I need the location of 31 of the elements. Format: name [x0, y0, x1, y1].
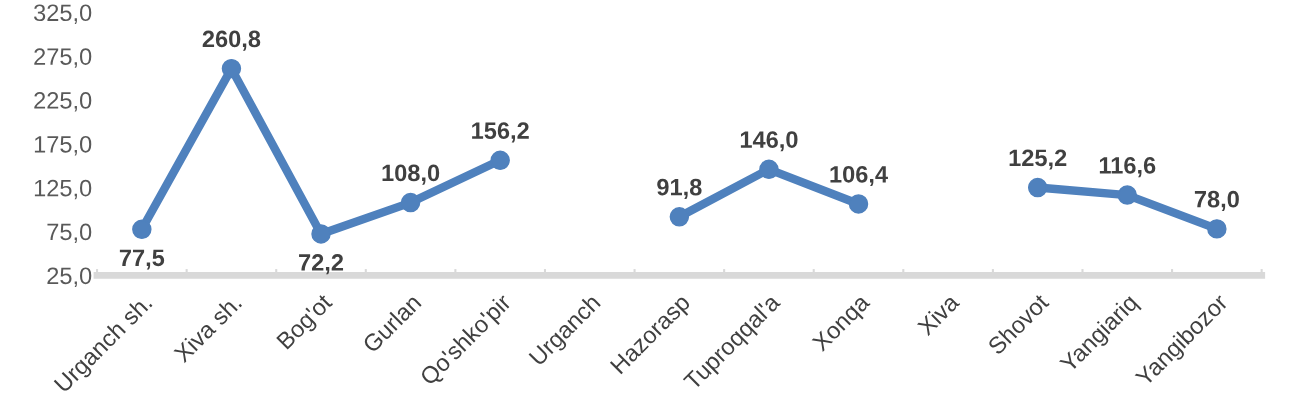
point — [848, 194, 869, 214]
x-tick-label: Xiva — [916, 292, 961, 337]
data-label: 78,0 — [1194, 190, 1239, 211]
x-tick-label: Xiva sh. — [172, 293, 243, 364]
data-label: 72,2 — [299, 254, 344, 275]
y-tick-label: 325,0 — [34, 4, 92, 24]
y-tick-label: 125,0 — [34, 179, 92, 200]
data-label: 77,5 — [119, 249, 165, 270]
data-label: 156,2 — [472, 122, 529, 143]
point — [490, 150, 510, 171]
data-label: 108,0 — [382, 164, 440, 185]
data-label: 146,0 — [740, 131, 798, 152]
data-label: 260,8 — [202, 30, 261, 51]
point — [1027, 177, 1048, 198]
data-label: 91,8 — [657, 178, 702, 199]
point — [311, 224, 331, 244]
y-tick-label: 175,0 — [34, 135, 92, 156]
point — [1117, 185, 1137, 205]
y-tick-label: 275,0 — [34, 48, 92, 68]
point — [221, 58, 242, 79]
point — [400, 192, 421, 213]
y-tick-label: 75,0 — [47, 223, 92, 244]
data-label: 106,4 — [830, 165, 888, 187]
data-label: 125,2 — [1009, 149, 1067, 170]
point — [759, 159, 779, 180]
point — [132, 219, 152, 240]
y-tick-label: 225,0 — [34, 92, 92, 112]
point — [1207, 219, 1227, 239]
data-label: 116,6 — [1099, 157, 1156, 178]
y-tick-label: 25,0 — [47, 267, 92, 287]
point — [669, 207, 690, 227]
